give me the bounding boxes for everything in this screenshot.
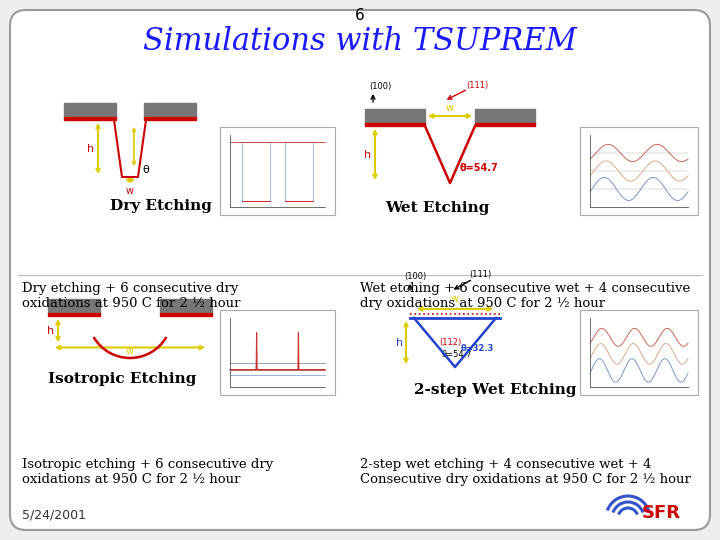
Bar [475, 109, 535, 123]
Bar [365, 123, 425, 126]
Bar [475, 123, 535, 126]
Bar [220, 127, 335, 215]
Bar [580, 310, 698, 395]
Text: θ=54.7: θ=54.7 [441, 350, 472, 359]
Text: h: h [364, 150, 372, 159]
Text: h: h [87, 144, 94, 153]
Text: θ=54.7: θ=54.7 [460, 163, 499, 173]
Text: 5/24/2001: 5/24/2001 [22, 509, 86, 522]
Text: (100): (100) [369, 82, 391, 91]
Bar [144, 117, 196, 120]
Text: (112): (112) [439, 338, 462, 347]
Bar [220, 310, 335, 395]
Text: h: h [48, 326, 55, 336]
Text: (100): (100) [404, 272, 426, 281]
Text: w: w [446, 103, 454, 113]
Text: SFR: SFR [642, 504, 681, 522]
Text: w: w [451, 294, 459, 304]
Text: θ: θ [142, 165, 149, 175]
Bar [160, 299, 212, 313]
Text: Simulations with TSUPREM: Simulations with TSUPREM [143, 26, 577, 57]
Text: Wet Etching: Wet Etching [385, 201, 490, 215]
Text: w: w [126, 347, 134, 356]
Text: Isotropic Etching: Isotropic Etching [48, 372, 197, 386]
Bar [144, 103, 196, 117]
Text: 2-step wet etching + 4 consecutive wet + 4
Consecutive dry oxidations at 950 C f: 2-step wet etching + 4 consecutive wet +… [360, 458, 691, 486]
Text: w: w [126, 186, 134, 196]
Text: Dry etching + 6 consecutive dry
oxidations at 950 C for 2 ½ hour: Dry etching + 6 consecutive dry oxidatio… [22, 282, 240, 310]
Bar [365, 109, 425, 123]
Bar [160, 313, 212, 316]
FancyBboxPatch shape [10, 10, 710, 530]
Bar [64, 103, 116, 117]
Text: Wet etching + 6 consecutive wet + 4 consecutive
dry oxidations at 950 C for 2 ½ : Wet etching + 6 consecutive wet + 4 cons… [360, 282, 690, 310]
Text: (111): (111) [466, 81, 488, 90]
Bar [64, 117, 116, 120]
Text: 6: 6 [355, 8, 365, 23]
Bar [48, 299, 100, 313]
Text: Isotropic etching + 6 consecutive dry
oxidations at 950 C for 2 ½ hour: Isotropic etching + 6 consecutive dry ox… [22, 458, 274, 486]
Text: θ=32.3: θ=32.3 [461, 344, 495, 353]
Text: 2-step Wet Etching: 2-step Wet Etching [414, 383, 577, 397]
Bar [580, 127, 698, 215]
Bar [284, 142, 313, 201]
Text: (111): (111) [469, 270, 491, 279]
Text: Dry Etching: Dry Etching [110, 199, 212, 213]
Bar [48, 313, 100, 316]
Bar [242, 142, 271, 201]
Text: h: h [397, 338, 404, 348]
